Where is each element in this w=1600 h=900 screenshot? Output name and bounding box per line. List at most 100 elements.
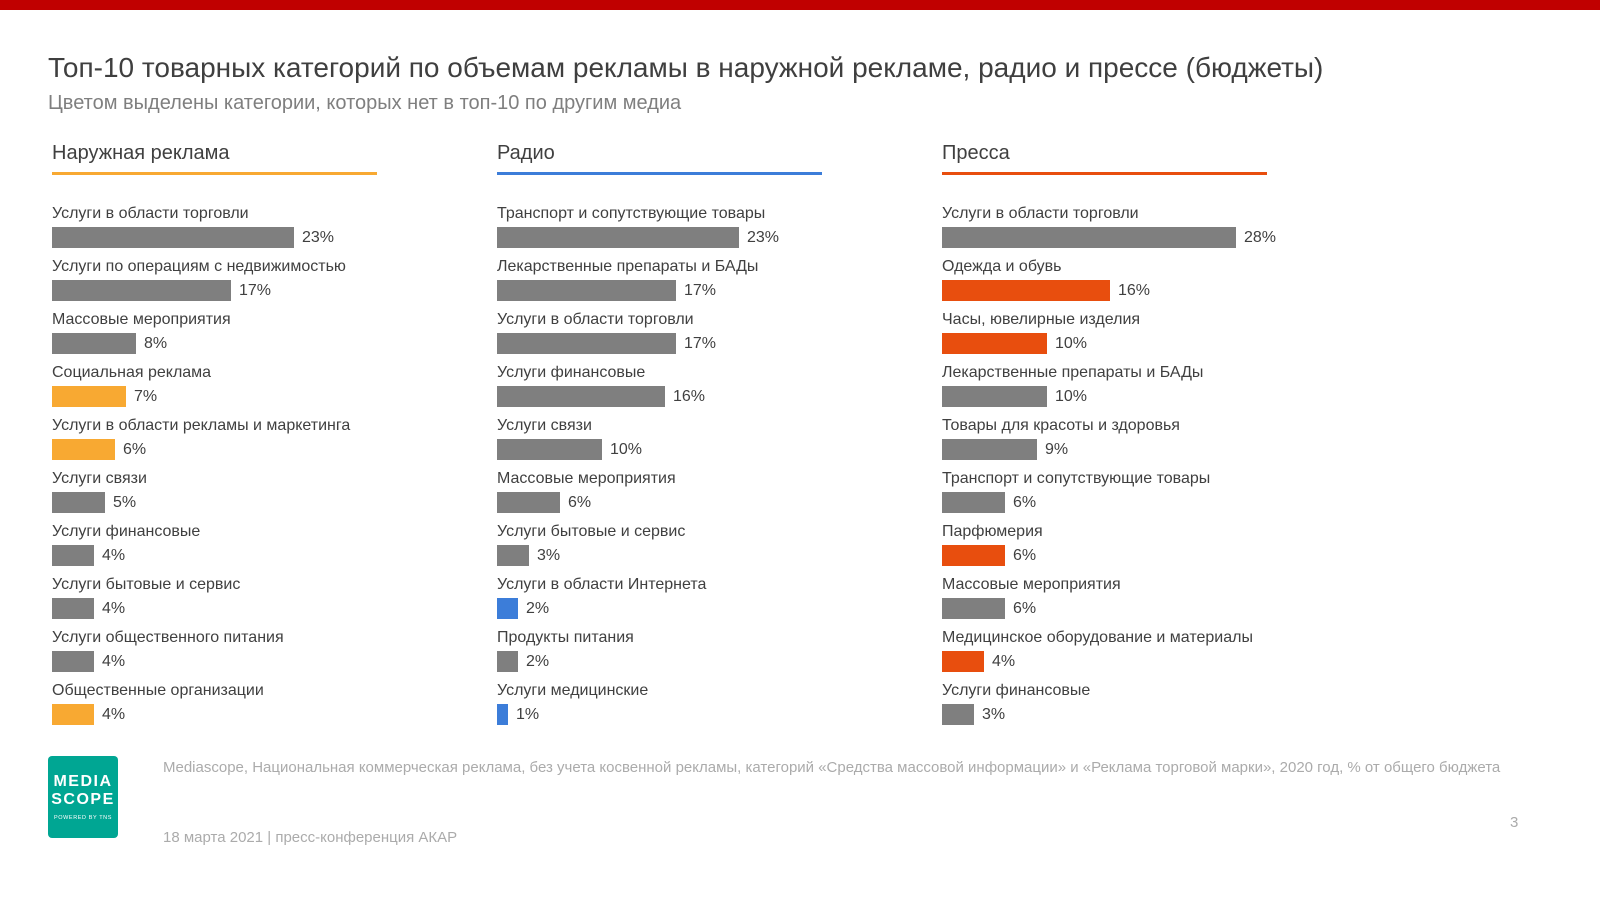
bar-track: 6%: [52, 439, 392, 460]
bar-row: Парфюмерия 6%: [942, 522, 1282, 566]
bar: [497, 545, 529, 566]
slide-title: Топ-10 товарных категорий по объемам рек…: [48, 52, 1324, 83]
bar: [52, 280, 231, 301]
bar-value: 23%: [747, 228, 780, 246]
bar-row: Услуги финансовые 16%: [497, 363, 837, 407]
bar-label: Услуги по операциям с недвижимостью: [52, 258, 346, 275]
bar: [942, 227, 1236, 248]
bar: [52, 651, 94, 672]
bar-track: 4%: [942, 651, 1282, 672]
bar-row: Услуги в области торговли 28%: [942, 204, 1282, 248]
bar-highlighted: [52, 439, 115, 460]
bar-label: Часы, ювелирные изделия: [942, 311, 1141, 328]
bar: [52, 545, 94, 566]
bar-value: 28%: [1244, 228, 1277, 246]
bar-track: 23%: [497, 227, 837, 248]
chart-title-underline: [497, 172, 822, 175]
bar-highlighted: [942, 545, 1005, 566]
bar-value: 23%: [302, 228, 335, 246]
bar-row: Медицинское оборудование и материалы 4%: [942, 628, 1282, 672]
bar-track: 4%: [52, 704, 392, 725]
bar-row: Массовые мероприятия 8%: [52, 310, 392, 354]
top-accent-bar: [0, 0, 1600, 10]
bar-value: 17%: [684, 281, 717, 299]
bar-row: Услуги в области торговли 23%: [52, 204, 392, 248]
bar-label: Социальная реклама: [52, 364, 212, 381]
bar-label: Услуги бытовые и сервис: [52, 576, 241, 593]
bar-value: 16%: [673, 387, 706, 405]
bar-highlighted: [52, 386, 126, 407]
chart-column-press: Пресса Услуги в области торговли 28% Одежд…: [942, 142, 1282, 734]
bar-highlighted: [942, 651, 984, 672]
bar-track: 8%: [52, 333, 392, 354]
chart-title-underline: [52, 172, 377, 175]
bar-highlighted: [52, 704, 94, 725]
bar-row: Услуги финансовые 3%: [942, 681, 1282, 725]
bar-label: Продукты питания: [497, 629, 634, 646]
bar-track: 23%: [52, 227, 392, 248]
bar-label: Одежда и обувь: [942, 258, 1062, 275]
bar-value: 10%: [610, 440, 643, 458]
bar-value: 4%: [102, 705, 126, 723]
bar-label: Общественные организации: [52, 682, 264, 699]
bar-row: Услуги медицинские 1%: [497, 681, 837, 725]
bar-row: Услуги общественного питания 4%: [52, 628, 392, 672]
bar: [942, 704, 974, 725]
bar-row: Транспорт и сопутствующие товары 6%: [942, 469, 1282, 513]
bar-value: 3%: [982, 705, 1006, 723]
bar: [942, 439, 1037, 460]
bar-label: Массовые мероприятия: [942, 576, 1121, 593]
bar-track: 10%: [942, 333, 1282, 354]
bar-label: Медицинское оборудование и материалы: [942, 629, 1253, 646]
bar: [497, 227, 739, 248]
bar-label: Парфюмерия: [942, 523, 1043, 540]
bar-track: 28%: [942, 227, 1282, 248]
bar-row: Одежда и обувь 16%: [942, 257, 1282, 301]
bar-value: 4%: [102, 652, 126, 670]
bar-label: Услуги финансовые: [497, 364, 646, 381]
bar-highlighted: [942, 333, 1047, 354]
bar-row: Услуги в области Интернета 2%: [497, 575, 837, 619]
bar-row: Услуги связи 5%: [52, 469, 392, 513]
bar-row: Массовые мероприятия 6%: [942, 575, 1282, 619]
bar-highlighted: [942, 280, 1110, 301]
chart-column-outdoor: Наружная реклама Услуги в области торгов…: [52, 142, 392, 734]
bar-track: 3%: [942, 704, 1282, 725]
bar-track: 17%: [52, 280, 392, 301]
bar-row: Социальная реклама 7%: [52, 363, 392, 407]
bar: [497, 333, 676, 354]
chart-title-underline: [942, 172, 1267, 175]
bar-label: Услуги в области торговли: [942, 205, 1139, 222]
bar-label: Товары для красоты и здоровья: [942, 417, 1180, 434]
bar-label: Услуги общественного питания: [52, 629, 284, 646]
bar-label: Транспорт и сопутствующие товары: [497, 205, 766, 222]
bar-value: 6%: [1013, 546, 1037, 564]
bar-label: Услуги в области торговли: [497, 311, 694, 328]
slide-subtitle: Цветом выделены категории, которых нет в…: [48, 92, 682, 114]
bar-label: Услуги связи: [52, 470, 147, 487]
mediascope-logo: MEDIA SCOPE POWERED BY TNS: [48, 756, 118, 838]
bar-row: Услуги бытовые и сервис 4%: [52, 575, 392, 619]
bar: [52, 227, 294, 248]
bar-row: Услуги бытовые и сервис 3%: [497, 522, 837, 566]
bar: [497, 386, 665, 407]
bar-value: 4%: [102, 546, 126, 564]
bar-track: 16%: [497, 386, 837, 407]
bar-track: 7%: [52, 386, 392, 407]
bar-row: Услуги по операциям с недвижимостью 17%: [52, 257, 392, 301]
bar-label: Услуги медицинские: [497, 682, 649, 699]
bar: [52, 333, 136, 354]
bar-row: Лекарственные препараты и БАДы 17%: [497, 257, 837, 301]
bar-value: 2%: [526, 652, 550, 670]
bar-track: 10%: [497, 439, 837, 460]
bar: [52, 598, 94, 619]
bar: [942, 598, 1005, 619]
bar-value: 9%: [1045, 440, 1069, 458]
bar: [497, 492, 560, 513]
bar-label: Массовые мероприятия: [497, 470, 676, 487]
bar-value: 3%: [537, 546, 561, 564]
bar: [52, 492, 105, 513]
bar-track: 17%: [497, 333, 837, 354]
bar: [497, 280, 676, 301]
bar-label: Лекарственные препараты и БАДы: [942, 364, 1204, 381]
